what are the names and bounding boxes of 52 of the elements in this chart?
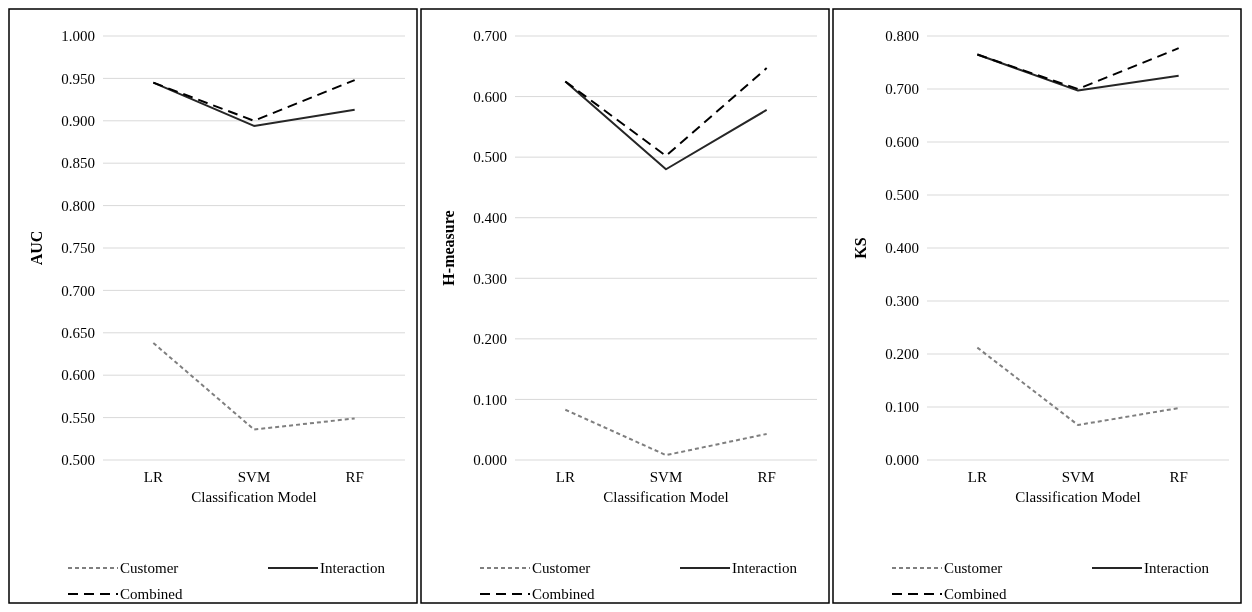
y-tick-label: 0.600 <box>61 367 95 384</box>
x-tick-label: RF <box>345 469 364 485</box>
y-tick-label: 0.850 <box>61 155 95 172</box>
y-tick-label: 0.550 <box>61 409 95 426</box>
y-tick-label: 0.950 <box>61 70 95 87</box>
x-tick-label: SVM <box>649 469 683 485</box>
x-axis-title: Classification Model <box>191 489 317 505</box>
y-tick-label: 0.400 <box>885 240 919 257</box>
y-tick-label: 0.650 <box>61 325 95 342</box>
legend-label: Combined <box>532 586 595 603</box>
legend-label: Customer <box>120 560 179 577</box>
y-tick-label: 0.800 <box>885 28 919 45</box>
x-tick-label: SVM <box>237 469 271 485</box>
y-tick-label: 0.300 <box>885 293 919 310</box>
y-tick-label: 0.100 <box>885 399 919 416</box>
y-tick-label: 0.000 <box>885 452 919 469</box>
y-axis-title: AUC <box>28 230 45 266</box>
y-tick-label: 0.500 <box>473 149 507 166</box>
y-tick-label: 0.900 <box>61 113 95 130</box>
legend-label: Interaction <box>320 560 386 577</box>
y-tick-label: 1.000 <box>61 28 95 45</box>
x-tick-label: SVM <box>1061 469 1095 485</box>
y-tick-label: 0.000 <box>473 452 507 469</box>
y-tick-label: 0.700 <box>885 81 919 98</box>
y-tick-label: 0.600 <box>473 88 507 105</box>
y-tick-label: 0.400 <box>473 209 507 226</box>
y-tick-label: 0.100 <box>473 391 507 408</box>
y-tick-label: 0.700 <box>473 28 507 45</box>
y-tick-label: 0.600 <box>885 134 919 151</box>
x-tick-label: RF <box>757 469 776 485</box>
y-tick-label: 0.700 <box>61 282 95 299</box>
y-tick-label: 0.200 <box>885 346 919 363</box>
y-axis-title: H-measure <box>440 210 457 286</box>
y-tick-label: 0.750 <box>61 240 95 257</box>
x-tick-label: RF <box>1169 469 1188 485</box>
y-tick-label: 0.200 <box>473 331 507 348</box>
x-axis-title: Classification Model <box>1015 489 1141 505</box>
legend-label: Combined <box>120 586 183 603</box>
x-tick-label: LR <box>555 469 575 485</box>
x-tick-label: LR <box>967 469 987 485</box>
y-tick-label: 0.500 <box>61 452 95 469</box>
legend-label: Combined <box>944 586 1007 603</box>
y-tick-label: 0.800 <box>61 197 95 214</box>
legend-label: Interaction <box>1144 560 1210 577</box>
y-tick-label: 0.300 <box>473 270 507 287</box>
x-tick-label: LR <box>143 469 163 485</box>
legend-label: Customer <box>532 560 591 577</box>
y-tick-label: 0.500 <box>885 187 919 204</box>
x-axis-title: Classification Model <box>603 489 729 505</box>
legend-label: Interaction <box>732 560 798 577</box>
y-axis-title: KS <box>852 237 869 259</box>
legend-label: Customer <box>944 560 1003 577</box>
